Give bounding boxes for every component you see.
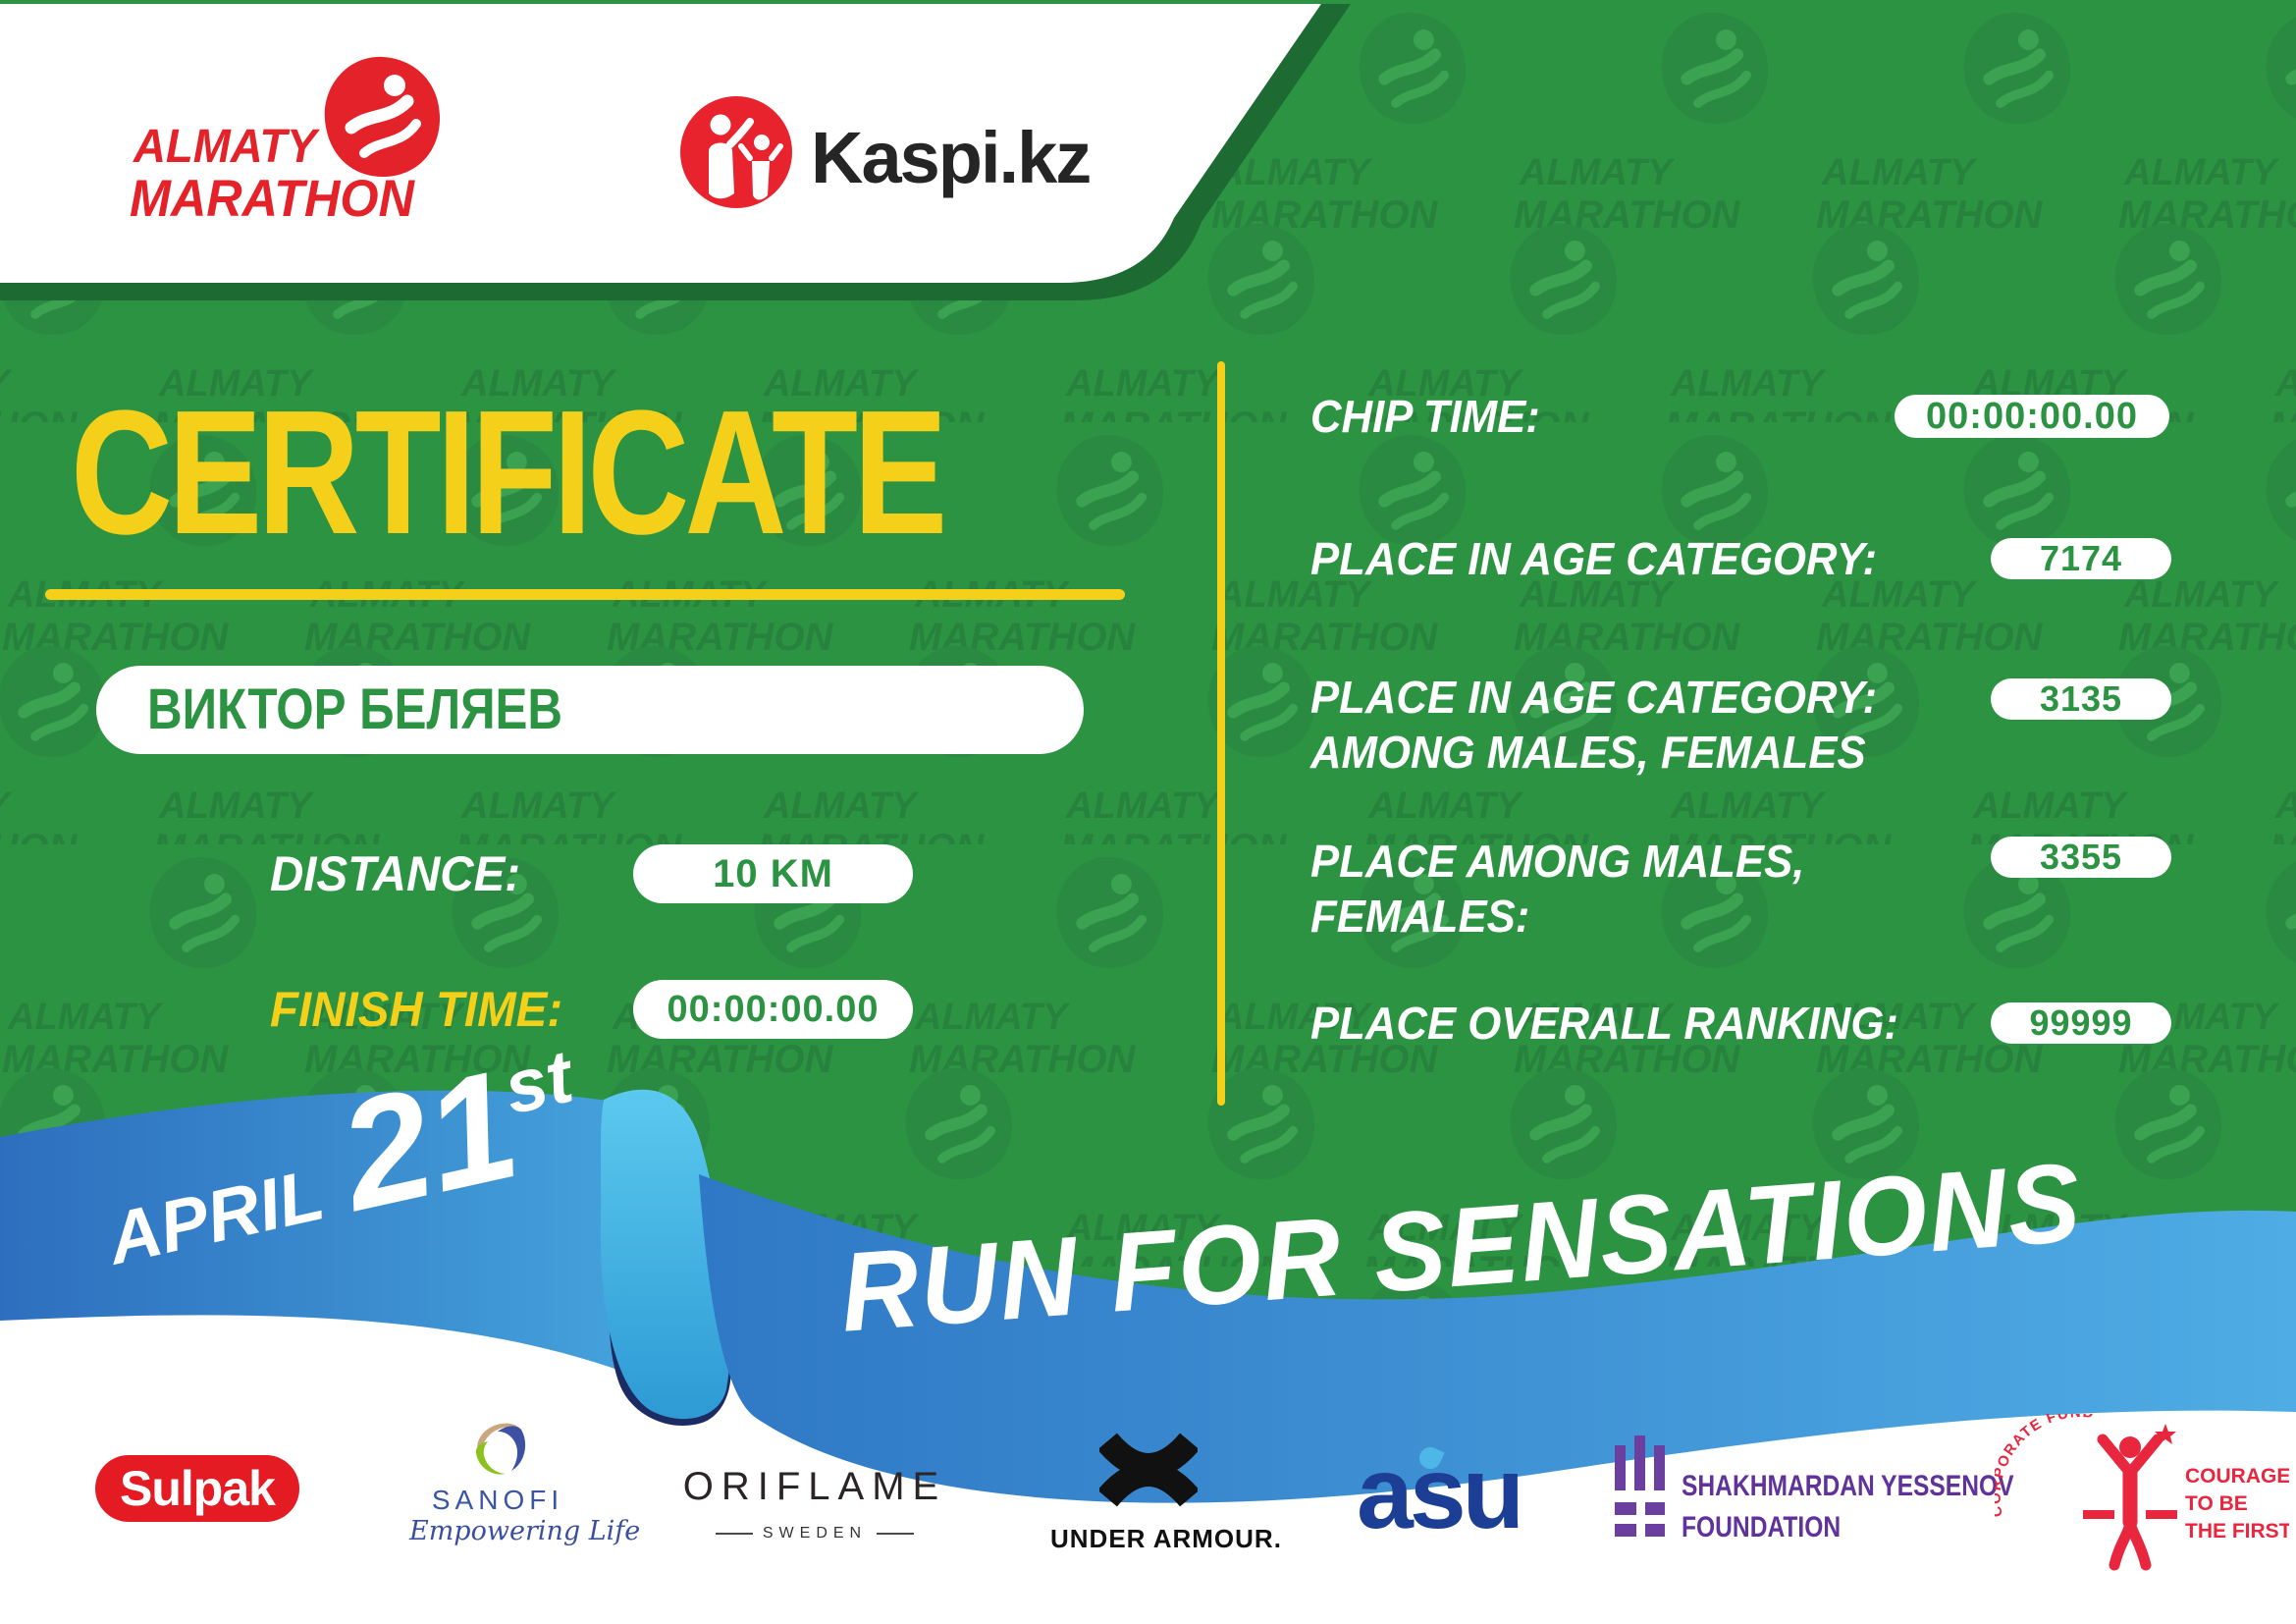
distance-value-pill: 10 KM xyxy=(633,844,913,903)
place-age-category-value: 7174 xyxy=(2039,538,2123,578)
place-age-category-mf-value-pill: 3135 xyxy=(1991,678,2171,720)
sponsor-oriflame-text: ORIFLAME xyxy=(682,1465,947,1508)
courage-arc-text: CORPORATE FUND xyxy=(1995,1414,2094,1518)
sponsor-sanofi-tagline: Empowering Life xyxy=(409,1516,641,1546)
sponsor-oriflame-logo: ORIFLAME SWEDEN xyxy=(677,1465,952,1543)
event-date-day: 21 xyxy=(326,1037,532,1244)
sponsor-oriflame-subline: SWEDEN xyxy=(677,1525,952,1543)
place-age-category-mf-value: 3135 xyxy=(2039,678,2123,719)
sponsor-sanofi-icon xyxy=(475,1423,526,1475)
courage-star-icon xyxy=(2155,1424,2176,1444)
distance-label: DISTANCE: xyxy=(270,846,521,901)
svg-text:CORPORATE FUND: CORPORATE FUND xyxy=(1995,1414,2096,1518)
place-age-category-mf-label: PLACE IN AGE CATEGORY: AMONG MALES, FEMA… xyxy=(1310,670,1877,780)
kaspi-logo-icon xyxy=(680,96,792,208)
finish-time-value-pill: 00:00:00.00 xyxy=(633,980,913,1039)
courage-runner-icon xyxy=(2097,1434,2163,1571)
place-age-category-value-pill: 7174 xyxy=(1991,538,2171,579)
finish-time-value: 00:00:00.00 xyxy=(667,988,880,1030)
almaty-logo-line2: MARATHON xyxy=(130,170,414,228)
oriflame-right-dash xyxy=(877,1533,915,1535)
header-white-panel xyxy=(0,4,1321,283)
place-overall-value: 99999 xyxy=(2029,1002,2133,1043)
sponsor-oriflame-country: SWEDEN xyxy=(762,1525,868,1542)
sponsor-yessenov-icon xyxy=(1615,1435,1665,1537)
title-underline xyxy=(45,589,1125,600)
sponsor-yessenov-line2: FOUNDATION xyxy=(1682,1511,1842,1543)
courage-text-line2: TO BE xyxy=(2185,1492,2248,1515)
place-overall-value-pill: 99999 xyxy=(1991,1002,2171,1044)
place-age-category-label: PLACE IN AGE CATEGORY: xyxy=(1310,533,1878,584)
place-overall-label: PLACE OVERALL RANKING: xyxy=(1310,998,1898,1049)
place-among-mf-label-line2: FEMALES: xyxy=(1310,891,1530,942)
place-age-category-mf-label-line2: AMONG MALES, FEMALES xyxy=(1310,727,1866,778)
place-among-mf-value-pill: 3355 xyxy=(1991,837,2171,878)
courage-text-line3: THE FIRST! xyxy=(2185,1520,2289,1543)
distance-value: 10 KM xyxy=(713,851,833,895)
place-among-mf-value: 3355 xyxy=(2039,837,2123,877)
participant-name: ВИКТОР БЕЛЯЕВ xyxy=(147,677,563,741)
oriflame-left-dash xyxy=(715,1533,753,1535)
place-among-mf-label-line1: PLACE AMONG MALES, xyxy=(1310,836,1805,887)
courage-text-line1: COURAGE xyxy=(2185,1465,2289,1488)
sponsor-yessenov-line1: SHAKHMARDAN YESSENOV xyxy=(1682,1470,2014,1502)
sponsor-asu-logo: asu xyxy=(1357,1439,1524,1547)
participant-name-box: ВИКТОР БЕЛЯЕВ xyxy=(96,666,1084,754)
finish-time-label: FINISH TIME: xyxy=(270,982,563,1037)
sponsor-sulpak-text: Sulpak xyxy=(120,1461,276,1516)
sponsor-under-armour-text: UNDER ARMOUR. xyxy=(1050,1524,1282,1553)
almaty-marathon-logo-icon xyxy=(324,56,441,178)
place-age-category-mf-label-line1: PLACE IN AGE CATEGORY: xyxy=(1310,672,1878,723)
chip-time-label: CHIP TIME: xyxy=(1310,391,1540,442)
sponsor-sanofi-text: SANOFI xyxy=(431,1485,564,1515)
chip-time-value: 00:00:00.00 xyxy=(1926,395,2138,437)
kaspi-logo-text: Kaspi.kz xyxy=(811,117,1092,198)
chip-time-value-pill: 00:00:00.00 xyxy=(1895,395,2169,438)
sponsor-under-armour-icon xyxy=(1099,1433,1198,1507)
certificate-title: CERTIFICATE xyxy=(71,374,947,571)
place-among-mf-label: PLACE AMONG MALES, FEMALES: xyxy=(1310,834,1804,944)
sponsor-sulpak-logo: Sulpak xyxy=(95,1455,299,1522)
almaty-logo-line1: ALMATY xyxy=(133,121,317,173)
results-divider-line xyxy=(1217,361,1225,1106)
sponsor-courage-logo: CORPORATE FUND COURAGE TO BE THE FIRST! xyxy=(1995,1414,2289,1571)
